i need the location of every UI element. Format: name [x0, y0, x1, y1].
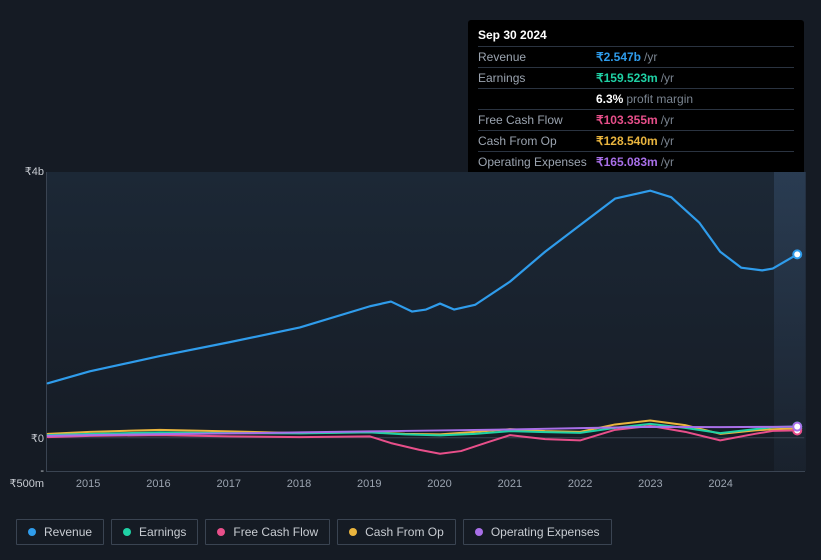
tooltip-value: ₹2.547b: [596, 50, 641, 64]
legend-item[interactable]: Free Cash Flow: [205, 519, 330, 545]
financials-chart: ₹4b₹0-₹500m 2015201620172018201920202021…: [16, 156, 805, 480]
series-end-marker: [793, 423, 801, 431]
x-tick-label: 2015: [76, 478, 100, 490]
series-end-marker: [793, 250, 801, 258]
legend-item[interactable]: Cash From Op: [337, 519, 456, 545]
x-tick-label: 2024: [708, 478, 732, 490]
legend-dot-icon: [349, 528, 357, 536]
tooltip-label: Cash From Op: [478, 134, 596, 148]
legend-dot-icon: [217, 528, 225, 536]
legend-label: Revenue: [44, 525, 92, 539]
chart-tooltip: Sep 30 2024 Revenue₹2.547b/yrEarnings₹15…: [468, 20, 804, 178]
y-tick-label: ₹4b: [25, 165, 44, 178]
legend-item[interactable]: Revenue: [16, 519, 104, 545]
x-tick-label: 2021: [498, 478, 522, 490]
x-tick-label: 2018: [287, 478, 311, 490]
x-tick-label: 2020: [427, 478, 451, 490]
tooltip-label: Revenue: [478, 50, 596, 64]
tooltip-unit: /yr: [661, 71, 674, 85]
legend-dot-icon: [123, 528, 131, 536]
x-tick-label: 2016: [146, 478, 170, 490]
x-tick-label: 2019: [357, 478, 381, 490]
tooltip-sub-value: 6.3%: [596, 92, 623, 106]
tooltip-unit: /yr: [644, 50, 657, 64]
tooltip-unit: /yr: [661, 134, 674, 148]
legend-dot-icon: [475, 528, 483, 536]
legend-label: Operating Expenses: [491, 525, 600, 539]
x-tick-label: 2017: [216, 478, 240, 490]
tooltip-unit: /yr: [661, 113, 674, 127]
series-line: [48, 191, 797, 384]
legend-label: Earnings: [139, 525, 186, 539]
tooltip-subrow: 6.3%profit margin: [478, 88, 794, 109]
tooltip-label: Earnings: [478, 71, 596, 85]
x-tick-label: 2022: [568, 478, 592, 490]
plot-area[interactable]: [46, 172, 805, 472]
legend-label: Free Cash Flow: [233, 525, 318, 539]
tooltip-value: ₹103.355m: [596, 113, 658, 127]
legend-dot-icon: [28, 528, 36, 536]
x-tick-label: 2023: [638, 478, 662, 490]
y-tick-label: -₹500m: [9, 465, 44, 490]
legend-label: Cash From Op: [365, 525, 444, 539]
tooltip-sub-unit: profit margin: [626, 92, 693, 106]
tooltip-row: Cash From Op₹128.540m/yr: [478, 130, 794, 151]
chart-lines: [47, 172, 805, 471]
tooltip-row: Revenue₹2.547b/yr: [478, 46, 794, 67]
chart-legend: Revenue Earnings Free Cash Flow Cash From O…: [16, 519, 612, 545]
tooltip-value: ₹159.523m: [596, 71, 658, 85]
tooltip-row: Earnings₹159.523m/yr: [478, 67, 794, 88]
tooltip-label: Free Cash Flow: [478, 113, 596, 127]
tooltip-date: Sep 30 2024: [478, 26, 794, 46]
tooltip-row: Free Cash Flow₹103.355m/yr: [478, 109, 794, 130]
legend-item[interactable]: Earnings: [111, 519, 198, 545]
legend-item[interactable]: Operating Expenses: [463, 519, 612, 545]
tooltip-value: ₹128.540m: [596, 134, 658, 148]
y-tick-label: ₹0: [31, 432, 44, 445]
